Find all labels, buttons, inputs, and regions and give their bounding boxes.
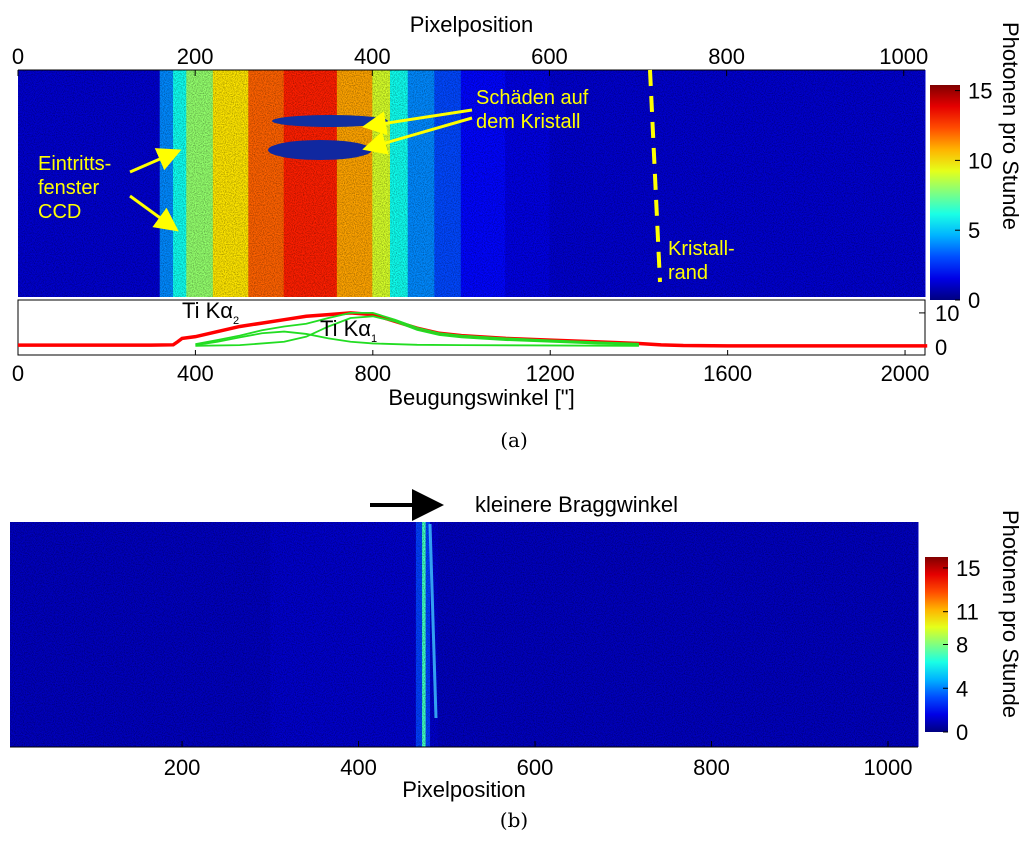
x-tick-label: 200: [164, 755, 201, 780]
caption: (b): [500, 808, 528, 832]
cbar-tick-label: 0: [968, 288, 980, 313]
colorbar: [930, 85, 960, 300]
annotation-line: Eintritts-: [38, 153, 111, 175]
cbar-tick-label: 8: [956, 633, 968, 658]
x-tick-label: 400: [354, 44, 391, 69]
y-tick-label: 10: [935, 301, 959, 326]
x-tick-label: 2000: [881, 361, 930, 386]
x-tick-label: 600: [517, 755, 554, 780]
annotation-text: Ti Kα: [182, 298, 233, 323]
crystal-edge: [648, 69, 662, 283]
x-tick-label: 800: [354, 361, 391, 386]
arrow: [129, 148, 182, 174]
annotation: kleinere Braggwinkel: [475, 492, 678, 517]
x-axis-label: Beugungswinkel ["]: [388, 385, 574, 410]
annotation: Ti Kα1: [320, 316, 377, 345]
spectral-line: [428, 523, 438, 719]
plot-frame: [17, 299, 926, 356]
series-line: [195, 315, 639, 347]
annotation-line: Schäden auf: [476, 87, 589, 109]
annotation: Schäden auf dem Kristall: [476, 87, 589, 133]
cbar-label: Photonen pro Stunde: [998, 510, 1023, 718]
caption: (a): [500, 428, 528, 452]
annotation: Ti Kα2: [182, 298, 239, 327]
arrow: [362, 108, 473, 136]
arrow: [129, 194, 179, 232]
y-tick-label: 0: [935, 335, 947, 360]
damage: [268, 140, 372, 160]
damage: [272, 115, 388, 127]
annotation-line: Kristall-: [668, 238, 735, 260]
x-tick-label: 800: [708, 44, 745, 69]
x-tick-label: 1000: [864, 755, 913, 780]
annotation-line: CCD: [38, 201, 81, 223]
cbar-tick-label: 4: [956, 676, 968, 701]
x-tick-label: 0: [12, 361, 24, 386]
series-line: [195, 330, 639, 347]
annotation-line: dem Kristall: [476, 111, 580, 133]
cbar-tick-label: 0: [956, 720, 968, 745]
colorbar: [925, 557, 948, 732]
x-tick-label: 400: [340, 755, 377, 780]
annotation-sub: 2: [233, 315, 239, 327]
cbar-tick-label: 15: [968, 79, 992, 104]
cbar-tick-label: 10: [968, 148, 992, 173]
annotation-line: fenster: [38, 177, 99, 199]
annotation: Eintritts-fenster CCD: [38, 153, 111, 223]
x-tick-label: 1200: [526, 361, 575, 386]
noise: [10, 522, 918, 747]
cbar-tick-label: 15: [956, 556, 980, 581]
x-axis-label: Pixelposition: [410, 12, 534, 37]
x-tick-label: 0: [12, 44, 24, 69]
annotation-line: rand: [668, 262, 708, 284]
x-tick-label: 200: [177, 44, 214, 69]
arrow: [362, 116, 473, 155]
cbar-label: Photonen pro Stunde: [998, 22, 1023, 230]
x-tick-label: 400: [177, 361, 214, 386]
annotation-sub: 1: [371, 333, 377, 345]
annotation-text: Ti Kα: [320, 316, 371, 341]
x-tick-label: 1600: [703, 361, 752, 386]
series-line: [195, 312, 639, 346]
x-axis-label: Pixelposition: [402, 777, 526, 802]
annotation: Kristall-rand: [668, 238, 735, 284]
cbar-tick-label: 5: [968, 218, 980, 243]
x-tick-label: 1000: [879, 44, 928, 69]
x-tick-label: 800: [693, 755, 730, 780]
x-tick-label: 600: [531, 44, 568, 69]
series-line: [18, 311, 928, 348]
noise: [18, 70, 925, 297]
cbar-tick-label: 11: [956, 600, 979, 625]
